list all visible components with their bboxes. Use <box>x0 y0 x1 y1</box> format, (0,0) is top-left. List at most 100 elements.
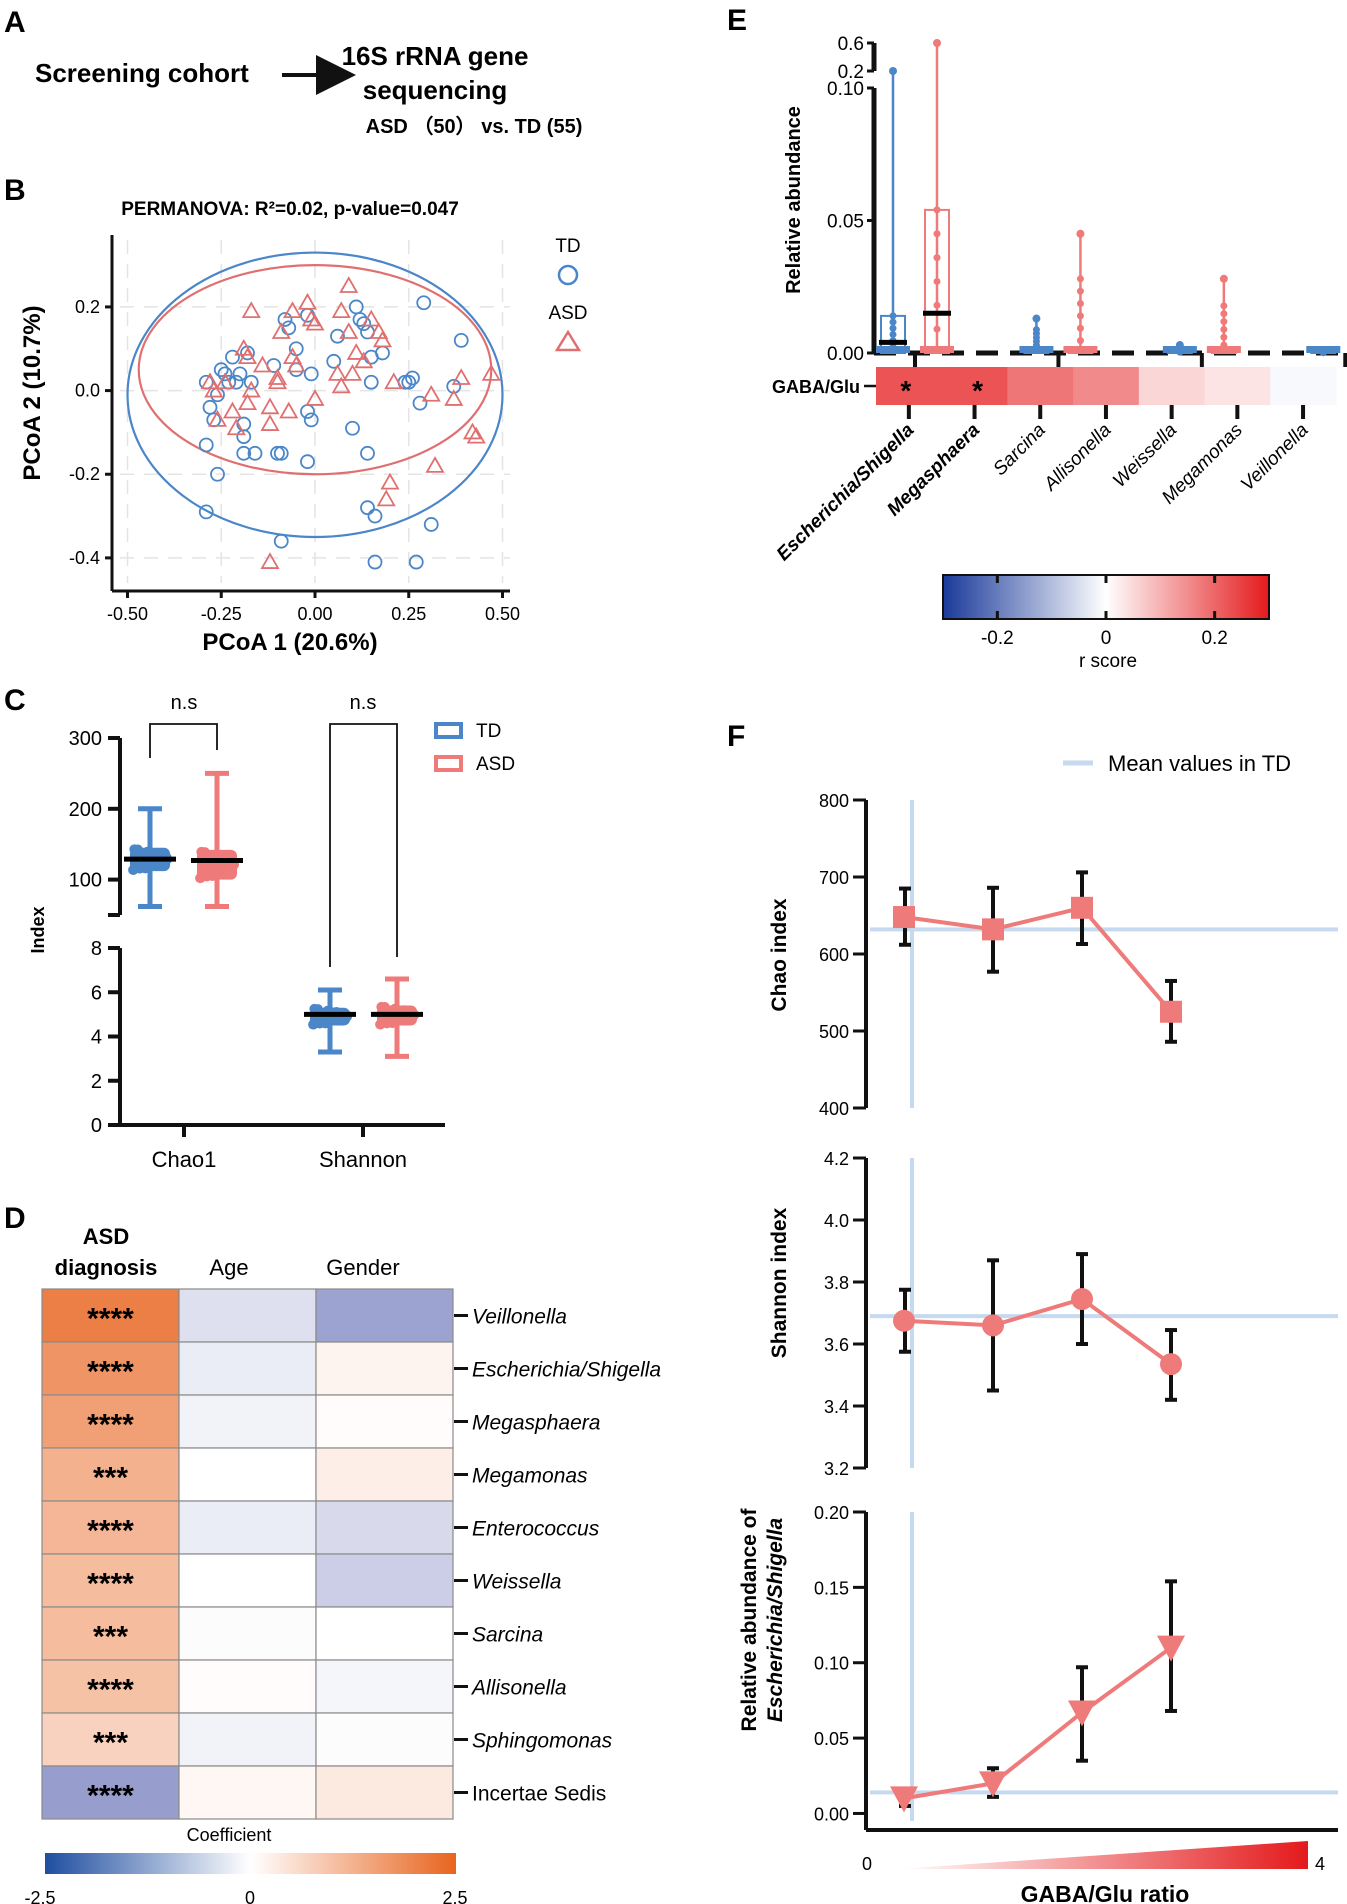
td-point <box>243 374 259 390</box>
td-point <box>210 466 225 482</box>
asd-point <box>331 376 351 394</box>
significance-bracket-chao1 <box>149 723 218 758</box>
asd-point <box>260 397 280 415</box>
asd-point <box>466 426 486 444</box>
asd-point <box>1076 300 1084 308</box>
asd-point <box>1220 318 1228 326</box>
asd-point <box>1220 302 1228 310</box>
asd-point <box>342 364 363 381</box>
y-tick-label: 8 <box>91 938 102 960</box>
asd-point <box>1076 324 1084 332</box>
x-category-label-sarcina: Sarcina <box>989 420 1049 480</box>
heatmap-cell <box>315 1447 454 1502</box>
significance-stars: *** <box>93 1462 128 1495</box>
td-point <box>401 374 417 390</box>
td-point <box>889 312 897 320</box>
td-point <box>277 312 293 327</box>
panel-letter-a: A <box>4 6 26 39</box>
asd-point <box>384 372 404 390</box>
triangle-down-marker <box>979 1771 1007 1798</box>
y-tick-label: 0.10 <box>814 1654 849 1674</box>
row-label-incertae-sedis: Incertae Sedis <box>472 1783 606 1806</box>
square-marker <box>982 918 1004 941</box>
colorbar-tick-max: 2.5 <box>442 1888 467 1904</box>
asd-point <box>286 355 306 373</box>
panel-a: A Screening cohort 16S rRNA gene sequenc… <box>4 6 582 138</box>
td-point <box>198 504 214 520</box>
heatmap-cell <box>315 1765 454 1820</box>
column-header-asd-line2: diagnosis <box>55 1255 158 1280</box>
td-point <box>412 395 428 411</box>
asd-point <box>933 325 941 333</box>
r-score-cell <box>941 367 1008 405</box>
shannon-y-label: Shannon index <box>768 1207 791 1358</box>
panel-e-abundance: E Relative abundance 0.60.20.100.050.00*… <box>727 4 1347 672</box>
y-tick-label: -0.4 <box>69 548 100 568</box>
td-point <box>446 379 462 394</box>
heatmap-cell <box>315 1394 454 1449</box>
x-category-label-veillonella: Veillonella <box>1237 420 1313 496</box>
td-point <box>247 445 263 461</box>
significance-stars: **** <box>87 1409 134 1442</box>
r-score-cell <box>876 367 943 405</box>
colorbar-tick-zero: 0 <box>245 1888 255 1904</box>
td-point <box>225 349 240 365</box>
asd-point <box>237 347 258 365</box>
asd-point <box>196 846 207 857</box>
heatmap-cell <box>315 1712 454 1767</box>
colorbar-tick-min: -2.5 <box>24 1888 55 1904</box>
td-point <box>300 454 315 470</box>
asd-point <box>241 301 261 319</box>
asd-point <box>267 368 288 385</box>
asd-point <box>451 368 471 385</box>
td-point <box>236 445 252 461</box>
row-label-megasphaera: Megasphaera <box>472 1412 600 1435</box>
y-tick-label: 3.4 <box>824 1397 849 1417</box>
asd-point <box>421 384 441 402</box>
td-point <box>330 328 345 344</box>
y-tick-label: 0.00 <box>827 344 864 365</box>
legend-asd-label: ASD <box>548 303 587 324</box>
y-tick-label: 0.00 <box>814 1804 849 1824</box>
asd-point <box>1076 337 1084 345</box>
row-label-escherichia-shigella: Escherichia/Shigella <box>472 1359 661 1382</box>
td-point <box>213 362 229 378</box>
r-score-cell <box>1007 367 1074 405</box>
y-tick-label: 800 <box>819 791 849 811</box>
y-tick-label: 200 <box>69 799 102 821</box>
asd-point <box>195 873 206 884</box>
asd-point <box>1220 333 1228 341</box>
confidence-ellipse-asd <box>137 263 493 476</box>
td-point <box>281 320 297 336</box>
td-point <box>128 864 139 875</box>
significance-stars: **** <box>87 1674 134 1707</box>
heatmap-cell <box>178 1712 317 1767</box>
heatmap-cell <box>315 1659 454 1714</box>
td-point <box>273 533 289 549</box>
triangle-down-marker <box>1157 1635 1185 1662</box>
y-tick-label: 0.2 <box>75 297 100 317</box>
y-tick-label: 4.0 <box>824 1211 849 1231</box>
asd-point <box>933 277 941 285</box>
y-tick-label: 4 <box>91 1027 102 1049</box>
x-category-label-allisonella: Allisonella <box>1039 420 1115 496</box>
asd-point <box>252 355 273 373</box>
y-tick-label: 700 <box>819 868 849 888</box>
td-point <box>889 330 897 338</box>
td-point <box>375 345 390 361</box>
asd-point <box>372 330 393 348</box>
asd-point <box>279 401 299 419</box>
asd-point <box>305 313 325 331</box>
asd-baseline-cluster <box>920 346 954 353</box>
pcoa-legend: TD ASD <box>548 236 588 352</box>
asd-point <box>354 351 374 369</box>
y-tick-label: 300 <box>69 728 102 750</box>
asd-point <box>1220 310 1228 318</box>
td-point <box>333 1015 344 1026</box>
significance-stars: **** <box>87 1303 134 1336</box>
significance-stars: **** <box>87 1780 134 1813</box>
td-point <box>345 420 360 436</box>
shannon-significance: n.s <box>350 692 377 714</box>
row-label-weissella: Weissella <box>472 1571 561 1594</box>
r-score-cell <box>1270 367 1337 405</box>
